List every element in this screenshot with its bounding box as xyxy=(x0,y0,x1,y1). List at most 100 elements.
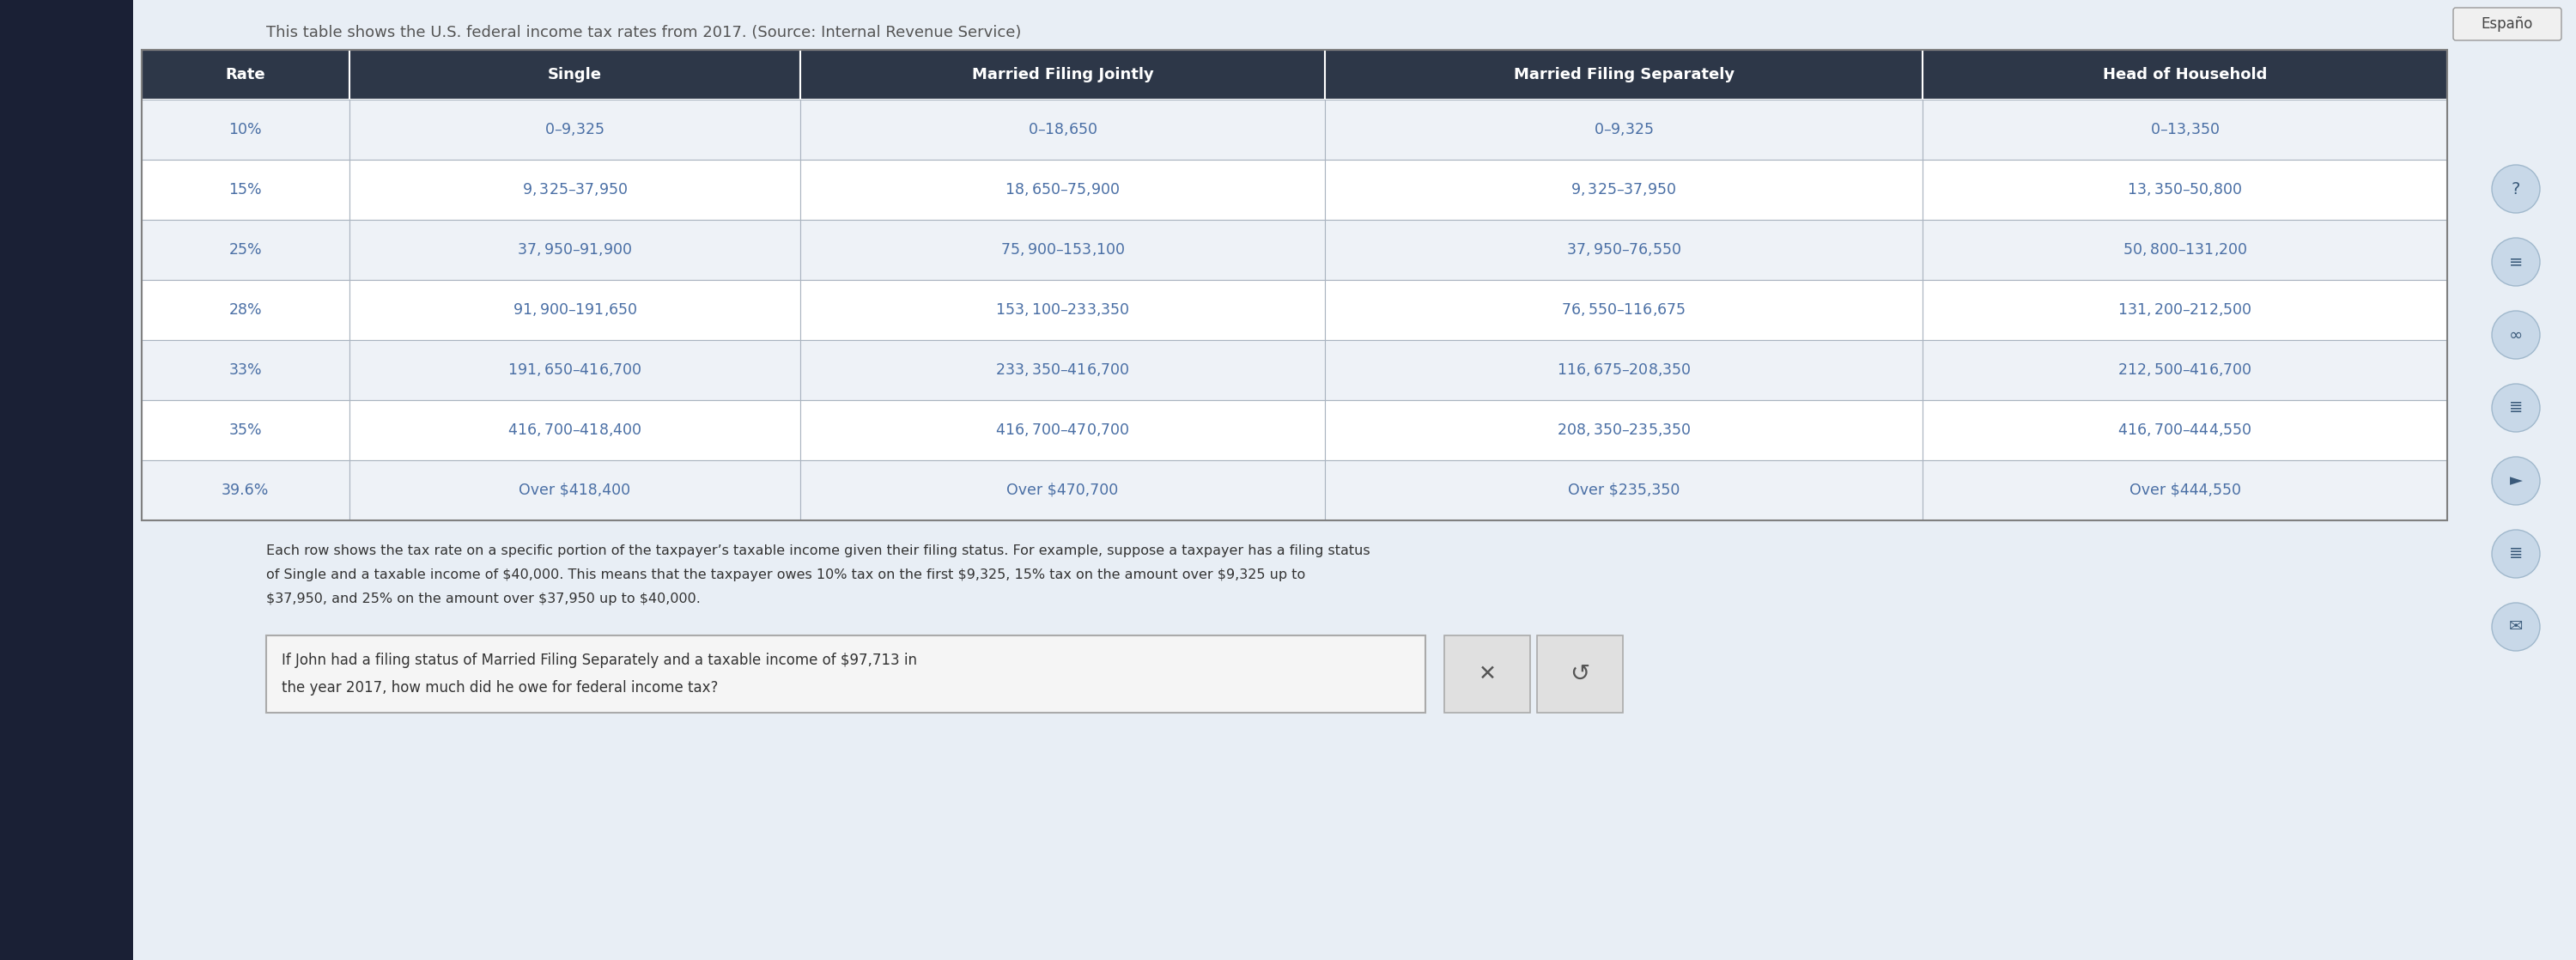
Text: ✕: ✕ xyxy=(1479,663,1497,684)
Bar xyxy=(1922,50,2447,100)
Text: $212,500–$416,700: $212,500–$416,700 xyxy=(2117,362,2251,378)
Bar xyxy=(142,280,350,340)
Bar xyxy=(1922,220,2447,280)
Text: Married Filing Jointly: Married Filing Jointly xyxy=(971,67,1154,83)
Bar xyxy=(1922,159,2447,220)
Bar xyxy=(1324,460,1922,520)
Bar xyxy=(350,220,801,280)
Text: Over $418,400: Over $418,400 xyxy=(518,483,631,498)
Bar xyxy=(1922,280,2447,340)
Text: $37,950–$76,550: $37,950–$76,550 xyxy=(1566,242,1682,258)
Bar xyxy=(142,50,2447,520)
Circle shape xyxy=(2491,603,2540,651)
Text: ►: ► xyxy=(2509,472,2522,489)
Bar xyxy=(1922,460,2447,520)
Bar xyxy=(142,460,350,520)
Text: $0–$13,350: $0–$13,350 xyxy=(2151,122,2221,138)
Text: $37,950, and 25% on the amount over $37,950 up to $40,000.: $37,950, and 25% on the amount over $37,… xyxy=(265,592,701,606)
Text: ✉: ✉ xyxy=(2509,618,2522,635)
Bar xyxy=(801,220,1324,280)
Bar xyxy=(350,400,801,460)
Text: $13,350–$50,800: $13,350–$50,800 xyxy=(2128,181,2244,198)
Text: $76,550–$116,675: $76,550–$116,675 xyxy=(1561,301,1687,318)
Bar xyxy=(1324,340,1922,400)
Bar xyxy=(801,100,1324,159)
Bar xyxy=(350,340,801,400)
Text: If John had a filing status of Married Filing Separately and a taxable income of: If John had a filing status of Married F… xyxy=(281,653,917,668)
Bar xyxy=(1324,100,1922,159)
Bar xyxy=(1922,100,2447,159)
Text: $233,350–$416,700: $233,350–$416,700 xyxy=(994,362,1131,378)
Bar xyxy=(350,460,801,520)
Bar xyxy=(350,50,801,100)
Text: 35%: 35% xyxy=(229,422,263,438)
Bar xyxy=(801,280,1324,340)
Text: $9,325–$37,950: $9,325–$37,950 xyxy=(523,181,629,198)
Text: ∞: ∞ xyxy=(2509,326,2522,343)
Text: $116,675–$208,350: $116,675–$208,350 xyxy=(1556,362,1690,378)
Text: $131,200–$212,500: $131,200–$212,500 xyxy=(2117,301,2251,318)
Text: $416,700–$418,400: $416,700–$418,400 xyxy=(507,422,641,439)
Text: Españo: Españo xyxy=(2481,16,2532,32)
Text: $37,950–$91,900: $37,950–$91,900 xyxy=(518,242,634,258)
Circle shape xyxy=(2491,530,2540,578)
Bar xyxy=(801,340,1324,400)
Text: Over $470,700: Over $470,700 xyxy=(1007,483,1118,498)
Text: $0–$9,325: $0–$9,325 xyxy=(1595,122,1654,138)
Bar xyxy=(1538,636,1623,712)
Text: $191,650–$416,700: $191,650–$416,700 xyxy=(507,362,641,378)
Text: Over $235,350: Over $235,350 xyxy=(1569,483,1680,498)
Text: Head of Household: Head of Household xyxy=(2102,67,2267,83)
FancyBboxPatch shape xyxy=(2452,8,2561,40)
Text: Married Filing Separately: Married Filing Separately xyxy=(1515,67,1734,83)
Text: $75,900–$153,100: $75,900–$153,100 xyxy=(999,242,1126,258)
Text: 15%: 15% xyxy=(229,182,263,198)
Bar xyxy=(350,159,801,220)
Text: Each row shows the tax rate on a specific portion of the taxpayer’s taxable inco: Each row shows the tax rate on a specifi… xyxy=(265,544,1370,558)
Text: $0–$18,650: $0–$18,650 xyxy=(1028,122,1097,138)
Text: $153,100–$233,350: $153,100–$233,350 xyxy=(994,301,1131,318)
Bar xyxy=(142,340,350,400)
Bar xyxy=(1922,340,2447,400)
Text: Single: Single xyxy=(549,67,603,83)
Text: of Single and a taxable income of $40,000. This means that the taxpayer owes 10%: of Single and a taxable income of $40,00… xyxy=(265,568,1306,582)
Bar xyxy=(801,400,1324,460)
Bar xyxy=(1324,50,1922,100)
Bar xyxy=(265,636,1425,712)
Bar xyxy=(1324,280,1922,340)
Bar xyxy=(801,50,1324,100)
Text: $18,650–$75,900: $18,650–$75,900 xyxy=(1005,181,1121,198)
Text: ≣: ≣ xyxy=(2509,399,2522,416)
Circle shape xyxy=(2491,457,2540,505)
Bar xyxy=(801,159,1324,220)
Bar xyxy=(1324,400,1922,460)
Circle shape xyxy=(2491,311,2540,359)
Text: $9,325–$37,950: $9,325–$37,950 xyxy=(1571,181,1677,198)
Bar xyxy=(350,100,801,159)
Text: ≡: ≡ xyxy=(2509,253,2522,270)
Text: ≣: ≣ xyxy=(2509,545,2522,562)
Bar xyxy=(142,159,350,220)
Text: ↺: ↺ xyxy=(1569,662,1589,686)
Text: $50,800–$131,200: $50,800–$131,200 xyxy=(2123,242,2246,258)
Bar xyxy=(142,400,350,460)
Text: 25%: 25% xyxy=(229,242,263,257)
Circle shape xyxy=(2491,165,2540,213)
Text: 10%: 10% xyxy=(229,122,263,137)
Text: 39.6%: 39.6% xyxy=(222,483,268,498)
Bar xyxy=(142,50,350,100)
Text: 33%: 33% xyxy=(229,362,263,378)
Text: $208,350–$235,350: $208,350–$235,350 xyxy=(1556,422,1690,439)
Text: Rate: Rate xyxy=(224,67,265,83)
Circle shape xyxy=(2491,384,2540,432)
Bar xyxy=(142,220,350,280)
Text: $0–$9,325: $0–$9,325 xyxy=(544,122,605,138)
Bar xyxy=(1922,400,2447,460)
Bar xyxy=(350,280,801,340)
Text: $416,700–$444,550: $416,700–$444,550 xyxy=(2117,422,2251,439)
Text: Over $444,550: Over $444,550 xyxy=(2130,483,2241,498)
Bar xyxy=(801,460,1324,520)
Bar xyxy=(142,100,350,159)
Circle shape xyxy=(2491,238,2540,286)
Text: 28%: 28% xyxy=(229,302,263,318)
